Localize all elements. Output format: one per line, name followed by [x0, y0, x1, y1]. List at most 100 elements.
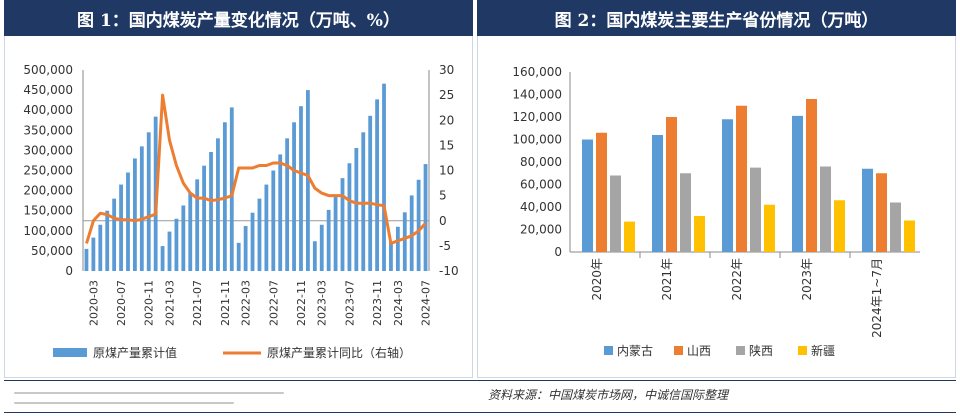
province-bar [764, 204, 775, 252]
footer-divider-bottom [4, 412, 956, 413]
x-axis-tick-label: 2024-07 [420, 280, 433, 326]
x-axis-tick-label: 2023-11 [371, 280, 384, 326]
output-bar [375, 99, 380, 271]
output-bar [402, 212, 407, 271]
output-bar [139, 146, 144, 271]
province-bar [652, 135, 663, 252]
legend-swatch [736, 346, 745, 355]
output-bar [84, 248, 89, 271]
left-axis-tick-label: 450,000 [23, 83, 73, 97]
left-chart-title: 图 1：国内煤炭产量变化情况（万吨、%） [4, 0, 473, 36]
left-chart-panel: 图 1：国内煤炭产量变化情况（万吨、%） 0 50,000 100,000 150,0… [4, 0, 473, 378]
legend-swatch [674, 346, 683, 355]
output-bar [126, 172, 130, 271]
output-bar [257, 198, 262, 271]
x-axis-category-label: 2024年1~7月 [870, 258, 884, 338]
x-axis-category-label: 2023年 [800, 258, 814, 301]
province-bar [610, 175, 621, 252]
output-bar [416, 179, 421, 271]
output-bar [299, 106, 303, 272]
source-note: 资料来源：中国煤炭市场网，中诚信国际整理 [488, 388, 729, 402]
output-bar [202, 165, 207, 271]
output-bar [195, 179, 200, 271]
output-bar [395, 226, 400, 271]
province-bar [904, 220, 915, 252]
left-axis-tick-label: 350,000 [23, 123, 73, 137]
left-axis-tick-label: 50,000 [31, 244, 73, 258]
output-bar [112, 198, 117, 271]
output-bar [292, 122, 296, 271]
right-chart-area: 0 20,000 40,000 60,000 80,000 100,000 120,000 1… [477, 36, 956, 378]
legend-label: 新疆 [811, 343, 835, 358]
output-bar [305, 90, 310, 271]
output-bar [423, 164, 428, 271]
province-bar [820, 166, 831, 252]
province-bar [862, 168, 873, 252]
output-bar [250, 212, 255, 271]
province-bar [582, 139, 593, 252]
right-chart-panel: 图 2：国内煤炭主要生产省份情况（万吨） 0 20,000 40,000 60,000… [477, 0, 956, 378]
output-bar [326, 209, 331, 271]
coal-output-combo-chart: 0 50,000 100,000 150,000 200,000 250,000 300,0… [23, 63, 459, 360]
redaction-mark [14, 392, 284, 394]
legend-label-line: 原煤产量累计同比（右轴） [267, 345, 411, 360]
left-axis-tick-label: 300,000 [23, 143, 73, 157]
x-axis-category-label: 2022年 [730, 258, 744, 301]
province-bar [680, 173, 691, 252]
right-axis-tick-label: 10 [439, 164, 454, 178]
output-bar [188, 192, 193, 271]
output-bar [319, 224, 324, 271]
x-axis-tick-label: 2023-03 [316, 280, 329, 326]
y-axis-tick-label: 40,000 [520, 200, 562, 214]
x-axis-tick-label: 2020-03 [87, 280, 100, 326]
legend-swatch [798, 346, 807, 355]
output-bar [340, 178, 345, 271]
province-bar [596, 132, 607, 252]
x-axis-category-label: 2020年 [590, 258, 604, 301]
right-chart-title: 图 2：国内煤炭主要生产省份情况（万吨） [477, 0, 956, 36]
province-bar [736, 105, 747, 252]
left-axis-tick-label: 400,000 [23, 103, 73, 117]
output-bar [236, 242, 241, 271]
output-bar [174, 218, 179, 271]
province-bar [722, 119, 733, 252]
output-bar [409, 195, 414, 271]
right-axis-tick-label: -5 [439, 239, 451, 253]
province-bar [624, 221, 635, 252]
province-bar [890, 202, 901, 252]
left-axis-tick-label: 250,000 [23, 164, 73, 178]
output-bar [271, 170, 276, 271]
province-bar [666, 117, 677, 252]
output-bar [264, 184, 269, 271]
legend-label: 内蒙古 [617, 343, 653, 358]
x-axis-tick-label: 2024-03 [392, 280, 405, 326]
output-bar [209, 152, 213, 271]
y-axis-tick-label: 120,000 [512, 110, 562, 124]
province-bar [834, 200, 845, 252]
y-axis-tick-label: 60,000 [520, 178, 562, 192]
province-bar [750, 167, 761, 252]
legend-swatch-bar [53, 348, 87, 357]
legend-label-bar: 原煤产量累计值 [93, 345, 177, 360]
y-axis-tick-label: 100,000 [512, 133, 562, 147]
output-bar [146, 132, 151, 271]
output-bar [91, 237, 96, 271]
y-axis-tick-label: 0 [554, 245, 562, 259]
province-output-bar-chart: 0 20,000 40,000 60,000 80,000 100,000 120,000 1… [512, 65, 920, 358]
output-bar [333, 194, 338, 271]
x-axis-tick-label: 2023-07 [343, 280, 356, 326]
y-axis-tick-label: 160,000 [512, 65, 562, 79]
right-axis-tick-label: 30 [439, 63, 454, 77]
output-bar [181, 205, 186, 271]
output-bar [278, 154, 283, 271]
output-bar [382, 83, 386, 271]
right-axis-tick-label: -10 [439, 264, 459, 278]
output-bar [119, 184, 123, 271]
left-chart-area: 0 50,000 100,000 150,000 200,000 250,000 300,0… [4, 36, 473, 378]
x-axis-tick-label: 2020-07 [115, 280, 128, 326]
yoy-growth-line [85, 93, 427, 245]
right-axis-tick-label: 5 [439, 189, 447, 203]
output-bar [105, 210, 110, 271]
x-axis-tick-label: 2020-11 [143, 280, 156, 326]
output-bar [285, 138, 290, 271]
